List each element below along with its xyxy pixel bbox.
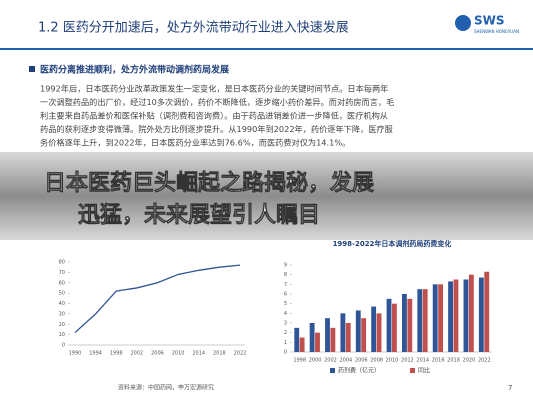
x-tick-label: 2006 bbox=[151, 351, 164, 357]
section-heading: 医药分离推进顺利，处方外流带动调剂药局发展 bbox=[40, 64, 229, 76]
x-tick-label: 2002 bbox=[324, 358, 337, 364]
legend-label: 药剂费（亿元） bbox=[338, 367, 380, 375]
y-tick-label: 1 bbox=[284, 340, 287, 346]
y-tick-label: 5 bbox=[284, 301, 287, 307]
bar bbox=[417, 289, 423, 352]
x-tick-label: 1990 bbox=[69, 351, 82, 357]
x-tick-label: 2008 bbox=[370, 358, 383, 364]
y-tick-label: 3 bbox=[284, 321, 287, 327]
bar bbox=[315, 332, 320, 352]
paragraph: 1992年后，日本医药分业改革政策发生一定变化，是日本医药分业的关键时间节点。日… bbox=[40, 84, 394, 148]
paragraph-line: 1992年后，日本医药分业改革政策发生一定变化，是日本医药分业的关键时间节点。日… bbox=[40, 84, 388, 94]
y-tick-label: 2 bbox=[284, 330, 287, 336]
paragraph-line: 一次调整药品的出厂价，经过10多次调价，药价不断降低，逐步缩小药价差异。而对药房… bbox=[40, 97, 394, 107]
x-tick-label: 2012 bbox=[401, 358, 414, 364]
x-tick-label: 2022 bbox=[234, 351, 247, 357]
bar bbox=[340, 313, 346, 352]
header-rule bbox=[0, 48, 533, 50]
bar bbox=[294, 327, 300, 352]
overlay-line: 迅猛，未来展望引人瞩目 bbox=[78, 202, 320, 228]
x-tick-label: 2002 bbox=[131, 351, 144, 357]
x-tick-label: 2010 bbox=[172, 351, 185, 357]
bar bbox=[448, 281, 453, 352]
overlay-line: 日本医药巨头崛起之路揭秘，发展 bbox=[44, 170, 374, 196]
x-tick-label: 2010 bbox=[386, 358, 399, 364]
y-tick-label: 60 bbox=[59, 280, 65, 286]
bar bbox=[478, 277, 484, 352]
bar bbox=[463, 279, 469, 352]
bar bbox=[392, 303, 397, 352]
x-tick-label: 1994 bbox=[89, 351, 102, 357]
chart-title: 1998-2022年日本调剂药局药费变化 bbox=[333, 239, 452, 248]
y-tick-label: 30 bbox=[59, 311, 65, 317]
bar bbox=[402, 294, 407, 352]
y-tick-label: 7 bbox=[284, 282, 287, 288]
page-number: 7 bbox=[508, 384, 512, 392]
bullet bbox=[29, 66, 35, 72]
logo-icon bbox=[455, 15, 471, 31]
slide-title: 1.2 医药分开加速后，处方外流带动行业进入快速发展 bbox=[38, 20, 349, 36]
y-tick-label: 40 bbox=[59, 301, 65, 307]
bar bbox=[376, 313, 382, 352]
x-tick-label: 2014 bbox=[192, 351, 205, 357]
legend-label: 同比 bbox=[418, 367, 430, 375]
x-tick-label: 2006 bbox=[355, 358, 368, 364]
bar bbox=[345, 323, 351, 352]
bar bbox=[371, 306, 377, 352]
x-tick-label: 2020 bbox=[463, 358, 476, 364]
legend-swatch bbox=[410, 368, 415, 373]
x-tick-label: 1998 bbox=[293, 358, 306, 364]
logo: SWS bbox=[474, 14, 505, 28]
x-tick-label: 2014 bbox=[416, 358, 429, 364]
bar bbox=[330, 327, 336, 352]
bar bbox=[484, 271, 490, 352]
bar bbox=[453, 279, 459, 352]
x-tick-label: 2018 bbox=[447, 358, 460, 364]
legend-swatch bbox=[330, 368, 335, 373]
footer-source: 资料来源：中国药网，申万宏源研究 bbox=[118, 384, 214, 392]
paragraph-line: 务价格逐年上升，到2022年，日本医药分业率达到76.6%，而医药费对仅为14.… bbox=[40, 138, 350, 148]
x-tick-label: 2004 bbox=[339, 358, 352, 364]
bar bbox=[355, 310, 361, 352]
bar bbox=[438, 284, 443, 352]
line bbox=[74, 264, 241, 334]
y-tick-label: 70 bbox=[59, 270, 65, 276]
overlay-band bbox=[0, 152, 533, 240]
y-tick-label: 10 bbox=[59, 332, 65, 338]
bar bbox=[309, 323, 315, 352]
bar bbox=[468, 274, 474, 352]
bar bbox=[299, 337, 305, 352]
y-tick-label: 8 bbox=[284, 272, 287, 278]
logo-sub: SHENWAN HONGYUAN bbox=[474, 29, 519, 34]
x-tick-label: 1998 bbox=[110, 351, 123, 357]
bar bbox=[432, 284, 438, 352]
x-tick-label: 2018 bbox=[213, 351, 226, 357]
y-tick-label: 0 bbox=[62, 343, 65, 349]
y-tick-label: 9 bbox=[284, 263, 287, 269]
y-tick-label: 4 bbox=[284, 311, 287, 317]
y-tick-label: 20 bbox=[59, 322, 65, 328]
y-tick-label: 0 bbox=[284, 350, 287, 356]
x-tick-label: 2022 bbox=[478, 358, 491, 364]
bar bbox=[386, 298, 392, 352]
y-tick-label: 6 bbox=[284, 292, 287, 298]
bar bbox=[325, 318, 330, 352]
x-tick-label: 2016 bbox=[432, 358, 445, 364]
bar bbox=[361, 318, 367, 352]
bar bbox=[407, 298, 413, 352]
paragraph-line: 药品的获利逐步变得微薄。院外处方比例逐步提升。从1990年到2022年，药价逐年… bbox=[40, 124, 393, 134]
x-tick-label: 2000 bbox=[309, 358, 322, 364]
y-tick-label: 80 bbox=[59, 260, 65, 266]
paragraph-line: 利主要来自药品差价和医保补贴（调剂费和咨询费）。由于药品进销差价进一步降低，医疗… bbox=[40, 111, 388, 121]
bar bbox=[422, 289, 428, 352]
y-tick-label: 50 bbox=[59, 291, 65, 297]
